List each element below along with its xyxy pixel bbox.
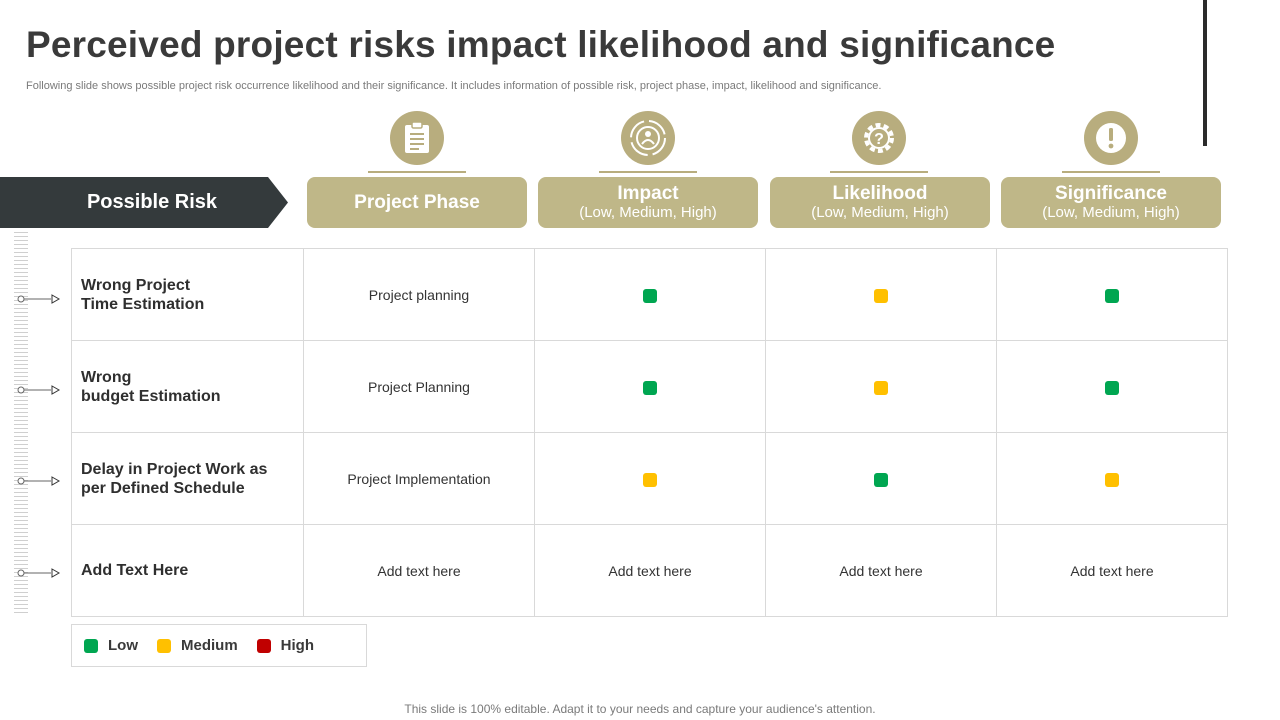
row-marker-icon [17, 568, 61, 578]
legend-item-medium: Medium [157, 637, 238, 654]
header-likelihood: Likelihood (Low, Medium, High) [770, 177, 990, 228]
clipboard-icon [390, 111, 444, 165]
likelihood-cell: Add text here [765, 524, 997, 617]
page-subtitle: Following slide shows possible project r… [26, 80, 882, 92]
medium-swatch [157, 638, 171, 653]
header-label: Project Phase [354, 192, 480, 213]
icon-underline [1062, 171, 1160, 173]
medium-indicator [643, 472, 657, 487]
row-marker-icon [17, 385, 61, 395]
header-sublabel: (Low, Medium, High) [579, 204, 717, 221]
phase-cell: Add text here [303, 524, 535, 617]
risk-cell: Wrong budget Estimation [71, 340, 304, 433]
table-row: Delay in Project Work as per Defined Sche… [71, 432, 1228, 525]
risk-table: Wrong Project Time Estimation Project plan… [71, 248, 1228, 617]
svg-text:?: ? [874, 131, 884, 148]
gear-question-icon: ? [852, 111, 906, 165]
legend: Low Medium High [71, 624, 367, 667]
risk-label-line2: Time Estimation [81, 295, 205, 313]
legend-label: Low [108, 637, 138, 654]
page-title: Perceived project risks impact likelihoo… [26, 24, 1056, 65]
legend-label: Medium [181, 637, 238, 654]
significance-cell [996, 340, 1228, 433]
risk-label-line2: budget Estimation [81, 387, 221, 405]
risk-cell: Add Text Here [71, 524, 304, 617]
header-significance: Significance (Low, Medium, High) [1001, 177, 1221, 228]
table-row: Wrong Project Time Estimation Project plan… [71, 248, 1228, 341]
risk-cell: Delay in Project Work as per Defined Sche… [71, 432, 304, 525]
low-indicator [643, 380, 657, 395]
header-label: Likelihood [832, 183, 928, 204]
likelihood-cell [765, 340, 997, 433]
likelihood-cell [765, 248, 997, 341]
legend-item-high: High [256, 637, 314, 654]
header-project-phase: Project Phase [307, 177, 527, 228]
risk-label-line1: Wrong Project [81, 276, 191, 294]
medium-indicator [1105, 472, 1119, 487]
impact-cell [534, 248, 766, 341]
header-label: Significance [1055, 183, 1167, 204]
low-indicator [1105, 288, 1119, 303]
header-label: Impact [617, 183, 679, 204]
likelihood-cell [765, 432, 997, 525]
impact-cell [534, 432, 766, 525]
impact-cell: Add text here [534, 524, 766, 617]
header-impact: Impact (Low, Medium, High) [538, 177, 758, 228]
legend-item-low: Low [84, 637, 138, 654]
medium-indicator [874, 380, 888, 395]
low-swatch [84, 638, 98, 653]
footer-note: This slide is 100% editable. Adapt it to… [404, 702, 876, 716]
risk-label-line1: Wrong [81, 368, 132, 386]
medium-indicator [874, 288, 888, 303]
table-row: Wrong budget Estimation Project Planning [71, 340, 1228, 433]
possible-risk-label: Possible Risk [86, 191, 218, 213]
significance-cell [996, 248, 1228, 341]
significance-cell: Add text here [996, 524, 1228, 617]
icon-underline [599, 171, 697, 173]
header-sublabel: (Low, Medium, High) [1042, 204, 1180, 221]
risk-cell: Wrong Project Time Estimation [71, 248, 304, 341]
row-marker-icon [17, 294, 61, 304]
legend-label: High [280, 637, 314, 654]
significance-cell [996, 432, 1228, 525]
icon-underline [830, 171, 928, 173]
impact-cell [534, 340, 766, 433]
header-sublabel: (Low, Medium, High) [811, 204, 949, 221]
accent-bar [1203, 0, 1207, 146]
possible-risk-header: Possible Risk [0, 177, 288, 228]
row-marker-icon [17, 476, 61, 486]
phase-cell: Project Planning [303, 340, 535, 433]
table-row: Add Text Here Add text here Add text here A… [71, 524, 1228, 617]
phase-cell: Project Implementation [303, 432, 535, 525]
risk-label-line1: Delay in Project Work as [81, 460, 268, 478]
target-icon [621, 111, 675, 165]
low-indicator [1105, 380, 1119, 395]
ruler-decoration [14, 232, 28, 614]
low-indicator [874, 472, 888, 487]
high-swatch [256, 638, 271, 653]
risk-label-line1: Add Text Here [81, 562, 189, 579]
icon-underline [368, 171, 466, 173]
exclamation-icon [1084, 111, 1138, 165]
risk-label-line2: per Defined Schedule [81, 479, 245, 497]
low-indicator [643, 288, 657, 303]
risk-table-body: Wrong Project Time Estimation Project plan… [71, 248, 1228, 617]
phase-cell: Project planning [303, 248, 535, 341]
